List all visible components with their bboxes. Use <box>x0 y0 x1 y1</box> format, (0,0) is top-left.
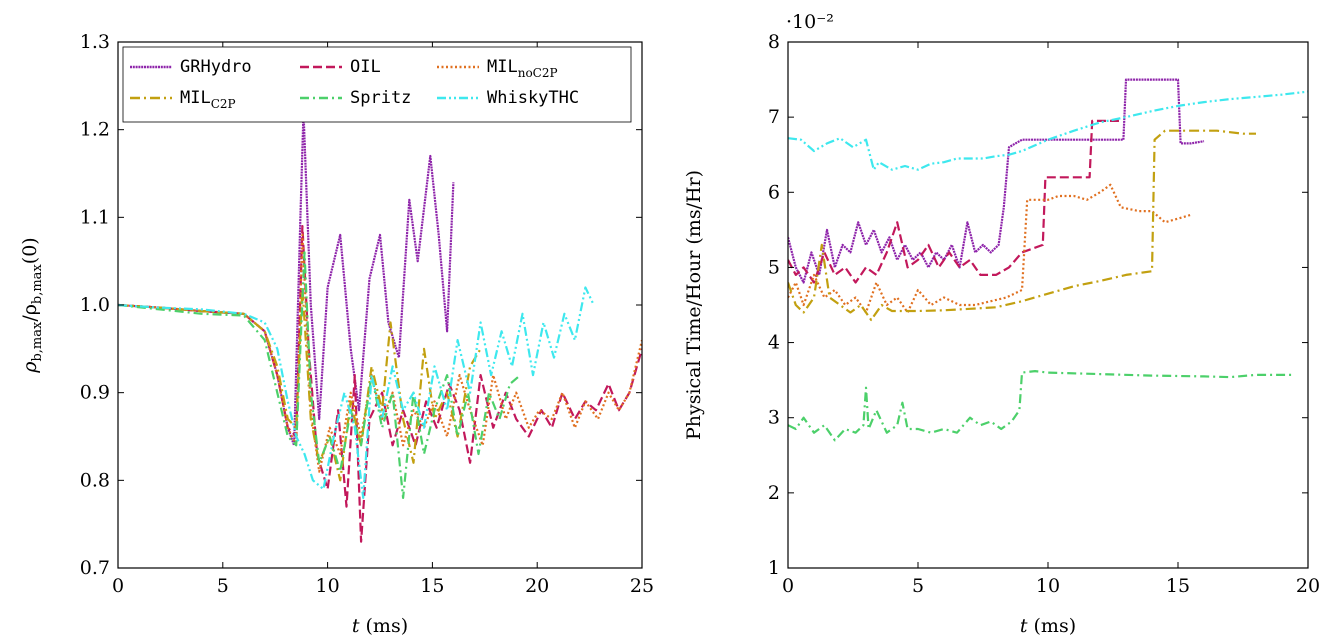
legend-entry: WhiskyTHC <box>487 88 579 108</box>
legend: GRHydro OIL MILnoC2P MILC2P Spritz WhiskyTHC <box>122 46 632 123</box>
y-tick-label: 7 <box>768 106 780 128</box>
left-axis-ticks: 0 5 10 15 20 25 0.7 0.8 0.9 1.0 1.1 1.2 1.3 <box>80 31 654 597</box>
right-plot-area <box>788 78 1308 442</box>
y-tick-label: 1.2 <box>80 119 110 141</box>
legend-entry: OIL <box>350 57 381 77</box>
y-tick-label: 0.7 <box>80 557 110 579</box>
x-tick-label: 20 <box>525 575 549 597</box>
y-tick-label: 8 <box>768 31 780 53</box>
right-panel: 0 5 10 15 20 1 2 3 4 5 6 7 8 t (ms) Physical Time/Hou… <box>683 11 1320 637</box>
y-tick-label: 6 <box>768 181 780 203</box>
x-tick-label: 10 <box>1036 575 1060 597</box>
legend-box <box>122 46 632 123</box>
y-tick-label: 4 <box>768 332 780 354</box>
y-tick-label: 1.3 <box>80 31 110 53</box>
legend-entry: Spritz <box>350 88 411 108</box>
x-tick-label: 10 <box>316 575 340 597</box>
x-tick-label: 0 <box>112 575 124 597</box>
series-line-milnoc2p <box>118 233 642 473</box>
y-tick-label: 3 <box>768 407 780 429</box>
y-tick-label: 1.1 <box>80 206 110 228</box>
series-line-grhydro <box>788 78 1205 284</box>
right-y-multiplier: ·10⁻² <box>786 11 834 33</box>
right-plot-frame <box>787 41 1309 569</box>
left-x-axis-label: t (ms) <box>352 615 408 637</box>
y-tick-label: 2 <box>768 482 780 504</box>
series-line-whiskythc <box>118 286 595 499</box>
x-tick-label: 20 <box>1296 575 1320 597</box>
right-x-axis-label: t (ms) <box>1020 615 1076 637</box>
x-tick-label: 15 <box>420 575 444 597</box>
x-tick-label: 5 <box>912 575 924 597</box>
x-tick-label: 15 <box>1166 575 1190 597</box>
y-tick-label: 1 <box>768 557 780 579</box>
series-line-oil <box>118 225 642 543</box>
legend-entry: GRHydro <box>180 57 252 77</box>
y-tick-label: 5 <box>768 256 780 278</box>
y-tick-label: 0.9 <box>80 382 110 404</box>
series-line-whiskythc <box>788 90 1308 171</box>
x-tick-label: 25 <box>630 575 654 597</box>
y-tick-label: 1.0 <box>80 294 110 316</box>
right-y-axis-label: Physical Time/Hour (ms/Hr) <box>683 170 705 440</box>
series-line-oil <box>788 119 1121 284</box>
series-line-milc2p <box>788 129 1256 322</box>
x-tick-label: 5 <box>217 575 229 597</box>
left-plot-area <box>118 110 642 543</box>
legend-items: GRHydro OIL MILnoC2P MILC2P Spritz WhiskyTHC <box>130 57 579 111</box>
left-y-axis-label: ρb,max/ρb,max(0) <box>19 237 45 373</box>
series-line-milc2p <box>118 286 482 482</box>
x-tick-label: 0 <box>782 575 794 597</box>
legend-entry: MILnoC2P <box>487 57 558 80</box>
series-line-spritz <box>118 251 522 499</box>
legend-entry: MILC2P <box>180 88 236 111</box>
series-line-milnoc2p <box>788 183 1192 314</box>
y-tick-label: 0.8 <box>80 469 110 491</box>
left-panel: 0 5 10 15 20 25 0.7 0.8 0.9 1.0 1.1 1.2 1.3 t (ms) ρb… <box>19 31 654 637</box>
series-line-spritz <box>788 370 1293 442</box>
right-axis-ticks: 0 5 10 15 20 1 2 3 4 5 6 7 8 <box>768 31 1320 597</box>
